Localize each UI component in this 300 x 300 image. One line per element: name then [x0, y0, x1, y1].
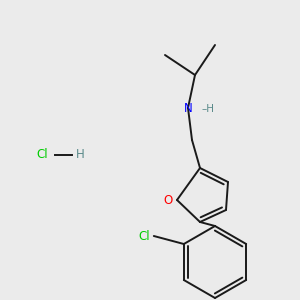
Text: Cl: Cl — [36, 148, 48, 161]
Text: H: H — [76, 148, 84, 161]
Text: O: O — [164, 194, 172, 208]
Text: Cl: Cl — [138, 230, 150, 242]
Text: N: N — [184, 101, 192, 115]
Text: –H: –H — [202, 104, 215, 114]
